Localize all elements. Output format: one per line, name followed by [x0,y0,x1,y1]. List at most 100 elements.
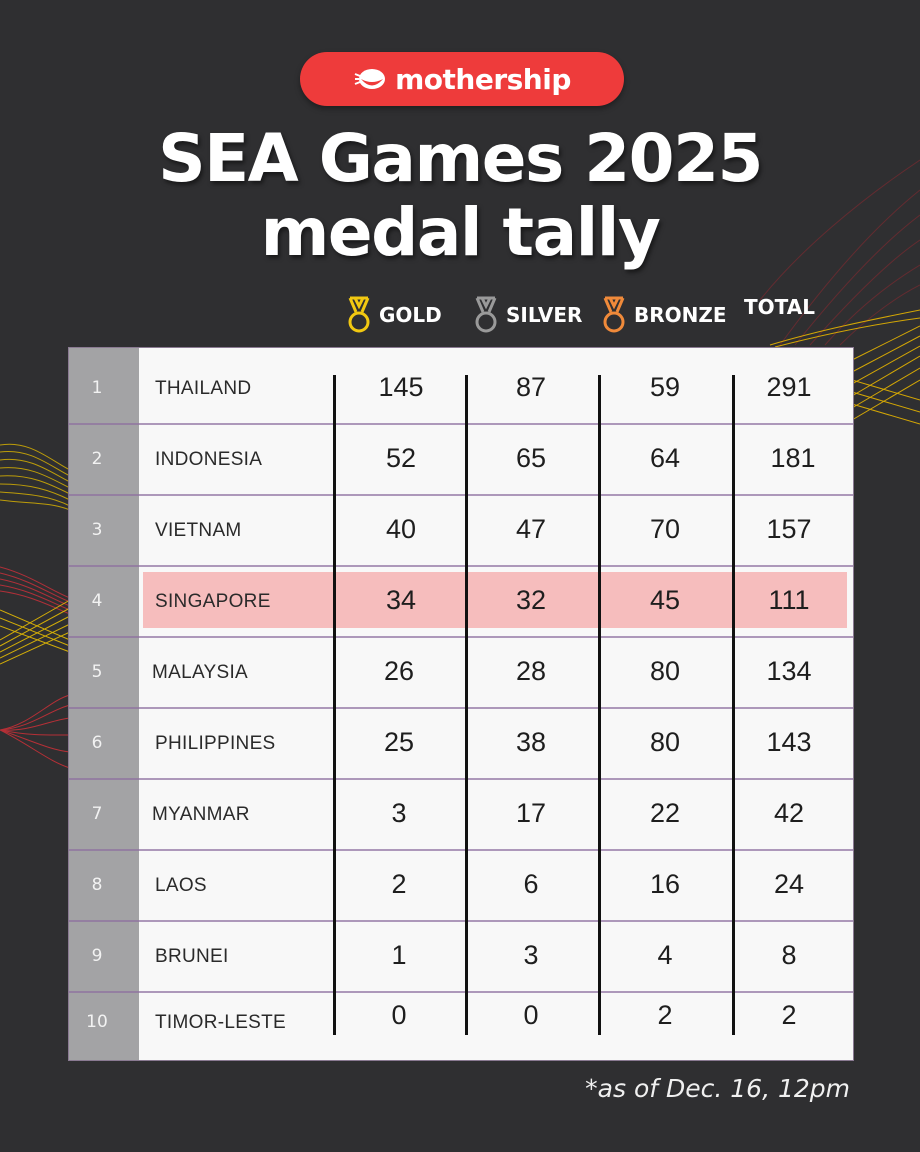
legend-bronze: BRONZE [600,295,727,335]
table-row: 7 MYANMAR 3 17 22 42 [69,780,853,851]
bronze-medal-icon [603,296,625,333]
rank: 3 [91,520,103,540]
row-divider [69,920,853,922]
rank: 4 [91,591,103,611]
rank: 10 [86,1012,108,1032]
column-divider [333,375,336,1035]
gold-count: 3 [391,798,407,828]
gold-count: 40 [385,514,417,544]
bronze-count: 22 [649,798,681,828]
legend-gold: GOLD [345,295,442,335]
row-divider [69,636,853,638]
singapore-highlight [143,572,847,628]
row-divider [69,565,853,567]
total-count: 143 [766,727,812,757]
total-count: 134 [766,656,812,686]
silver-count: 28 [515,656,547,686]
silver-count: 47 [515,514,547,544]
table-row: 1 THAILAND 145 87 59 291 [69,354,853,425]
rank: 9 [91,946,103,966]
column-divider [465,375,468,1035]
table-row-highlighted: 4 SINGAPORE 34 32 45 111 [69,567,853,638]
legend-total-label: TOTAL [744,295,815,319]
bronze-count: 80 [649,656,681,686]
row-divider [69,707,853,709]
rank: 1 [91,378,103,398]
gold-count: 0 [391,1000,407,1030]
gold-count: 2 [391,869,407,899]
rank: 5 [91,662,103,682]
total-count: 8 [781,940,797,970]
legend-silver-label: SILVER [506,303,583,327]
row-divider [69,494,853,496]
silver-count: 0 [523,1000,539,1030]
country-name: PHILIPPINES [155,733,276,754]
gold-medal-icon [348,296,370,333]
gold-count: 34 [385,585,417,615]
table-row: 6 PHILIPPINES 25 38 80 143 [69,709,853,780]
country-name: TIMOR-LESTE [155,1012,287,1033]
country-name: BRUNEI [155,946,229,967]
row-divider [69,778,853,780]
row-divider [69,991,853,993]
silver-medal-icon [475,296,497,333]
medal-table: 1 THAILAND 145 87 59 291 2 INDONESIA 52 … [68,347,854,1061]
footnote-timestamp: *as of Dec. 16, 12pm [585,1074,850,1103]
country-name: THAILAND [155,378,252,399]
gold-count: 145 [378,372,424,402]
total-count: 111 [768,585,810,615]
bronze-count: 70 [649,514,681,544]
row-divider [69,423,853,425]
table-row: 10 TIMOR-LESTE 0 0 2 2 [69,988,853,1059]
bronze-count: 80 [649,727,681,757]
total-count: 2 [781,1000,797,1030]
gold-count: 1 [391,940,407,970]
total-count: 181 [770,443,816,473]
table-row: 9 BRUNEI 1 3 4 8 [69,922,853,993]
table-row: 5 MALAYSIA 26 28 80 134 [69,638,853,709]
page-title-line2: medal tally [260,194,661,271]
rank: 6 [91,733,103,753]
legend-bronze-label: BRONZE [634,303,727,327]
silver-count: 65 [515,443,547,473]
silver-count: 6 [523,869,539,899]
total-count: 42 [773,798,805,828]
rank-column [69,348,139,1060]
bronze-count: 64 [649,443,681,473]
bronze-count: 59 [649,372,681,402]
bronze-count: 16 [649,869,681,899]
gold-count: 26 [383,656,415,686]
silver-count: 87 [515,372,547,402]
silver-count: 32 [515,585,547,615]
legend-total: TOTAL [744,295,815,319]
silver-count: 17 [515,798,547,828]
mothership-logo-icon [354,69,386,89]
country-name: MYANMAR [152,804,250,825]
page-title-line1: SEA Games 2025 [158,120,763,197]
country-name: MALAYSIA [152,662,249,683]
table-row: 2 INDONESIA 52 65 64 181 [69,425,853,496]
legend-gold-label: GOLD [379,303,442,327]
brand-name: mothership [395,62,571,96]
bronze-count: 2 [657,1000,673,1030]
country-name: LAOS [155,875,207,896]
gold-count: 25 [383,727,415,757]
gold-count: 52 [385,443,417,473]
row-divider [69,849,853,851]
column-divider [732,375,735,1035]
column-divider [598,375,601,1035]
total-count: 157 [766,514,812,544]
table-row: 8 LAOS 2 6 16 24 [69,851,853,922]
bronze-count: 4 [657,940,673,970]
legend-silver: SILVER [472,295,582,335]
mothership-brand-badge: mothership [300,52,624,106]
country-name: INDONESIA [155,449,263,470]
total-count: 24 [773,869,805,899]
bronze-count: 45 [649,585,681,615]
country-name: SINGAPORE [155,591,271,612]
silver-count: 38 [515,727,547,757]
rank: 7 [91,804,103,824]
total-count: 291 [766,372,812,402]
table-row: 3 VIETNAM 40 47 70 157 [69,496,853,567]
rank: 8 [91,875,103,895]
